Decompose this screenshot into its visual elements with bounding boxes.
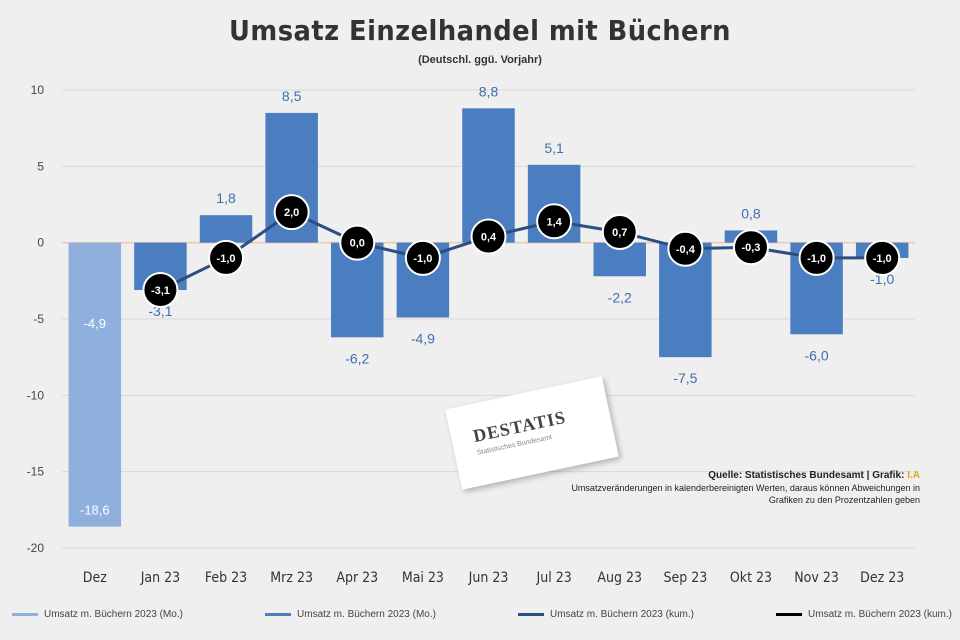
cumulative-point-label: 0,0 [350, 238, 365, 250]
cumulative-point [142, 271, 179, 308]
cumulative-point [864, 239, 901, 276]
chart-title: Umsatz Einzelhandel mit Büchern [229, 14, 731, 47]
bar-value-label: -6,2 [345, 350, 369, 366]
cumulative-point [404, 239, 441, 276]
cumulative-point-label: -0,3 [741, 242, 760, 254]
cumulative-point [601, 213, 638, 250]
cumulative-point-label: 1,4 [546, 216, 562, 228]
bar-value-label: -3,1 [148, 303, 172, 319]
bar [68, 242, 122, 527]
cumulative-point [536, 203, 573, 240]
legend-item: Umsatz m. Büchern 2023 (Mo.) [12, 609, 183, 620]
bar-value-label: 8,8 [479, 83, 499, 99]
chart-plot: 10 5 0 -5 -10 -15 -20 -18,6 -3,1 1,8 8,5 -6,2 -4,9 8,… [27, 83, 915, 586]
cumulative-point [273, 194, 310, 231]
x-tick-label: Okt 23 [730, 570, 772, 586]
cumulative-point [732, 229, 769, 266]
bar-value-label: 5,1 [544, 140, 564, 156]
cumulative-point-label: -1,0 [873, 253, 892, 265]
bar-value-label: 1,8 [216, 190, 236, 206]
bar-value-label: 0,8 [741, 205, 761, 221]
cumulative-point [339, 224, 376, 261]
chart-subtitle: (Deutschl. ggü. Vorjahr) [418, 54, 542, 66]
x-tick-label: Mrz 23 [270, 570, 313, 586]
legend-label: Umsatz m. Büchern 2023 (Mo.) [44, 608, 183, 620]
bar-value-label: -2,2 [608, 289, 632, 305]
bar-value-label: -7,5 [673, 370, 697, 386]
x-tick-label: Jul 23 [536, 570, 572, 586]
cumulative-point [470, 218, 507, 255]
legend-swatch [12, 612, 38, 616]
legend-swatch [518, 612, 545, 616]
x-tick-label: Jan 23 [140, 570, 180, 586]
legend-label: Umsatz m. Büchern 2023 (kum.) [550, 608, 694, 620]
bar-value-label: -6,0 [805, 347, 829, 363]
legend-label: Umsatz m. Büchern 2023 (Mo.) [297, 608, 436, 620]
bar-value-label: 8,5 [282, 88, 302, 104]
x-tick-label: Nov 23 [794, 570, 839, 586]
y-tick-label: 0 [37, 236, 44, 250]
source-accent: I.A [907, 470, 920, 481]
x-tick-label: Apr 23 [336, 570, 378, 586]
legend-swatch [776, 612, 803, 616]
cumulative-point-label: -0,4 [676, 244, 696, 256]
x-tick-label: Feb 23 [205, 570, 247, 586]
cumulative-point [798, 239, 835, 276]
source-text: Quelle: Statistisches Bundesamt | Grafik… [708, 470, 908, 481]
bar-value-label: -18,6 [80, 503, 110, 518]
bar-value-label: -4,9 [84, 316, 106, 331]
y-tick-label: -20 [27, 541, 45, 555]
legend-swatch [265, 612, 292, 616]
cumulative-point [667, 230, 704, 267]
y-tick-label: 10 [31, 83, 45, 97]
cumulative-point-label: -3,1 [151, 285, 170, 297]
y-tick-label: -10 [27, 388, 45, 402]
source-line: Quelle: Statistisches Bundesamt | Grafik… [570, 470, 920, 482]
legend-item: Umsatz m. Büchern 2023 (kum.) [518, 609, 694, 620]
x-tick-label: Jun 23 [468, 570, 509, 586]
cumulative-point-label: 0,4 [481, 232, 497, 244]
y-tick-label: -15 [27, 465, 45, 479]
bar-value-label: -4,9 [411, 330, 435, 346]
bar-value-label: -1,0 [870, 271, 894, 287]
cumulative-point-label: 2,0 [284, 207, 299, 219]
y-tick-label: -5 [33, 312, 44, 326]
chart-legend: Umsatz m. Büchern 2023 (Mo.) Umsatz m. B… [12, 604, 952, 624]
legend-item: Umsatz m. Büchern 2023 (Mo.) [265, 609, 436, 620]
cumulative-point-label: -1,0 [413, 253, 432, 265]
cumulative-point-label: -1,0 [807, 253, 826, 265]
bar [199, 215, 253, 243]
x-tick-label: Mai 23 [402, 570, 444, 586]
source-note: Umsatzveränderungen in kalenderbereinigt… [571, 483, 920, 505]
x-tick-label: Sep 23 [663, 570, 707, 586]
cumulative-point-label: -1,0 [217, 253, 236, 265]
source-box: Quelle: Statistisches Bundesamt | Grafik… [570, 470, 920, 506]
x-tick-label: Aug 23 [597, 570, 642, 586]
x-tick-label: Dez [83, 570, 107, 586]
cumulative-point-label: 0,7 [612, 227, 627, 239]
legend-label: Umsatz m. Büchern 2023 (kum.) [808, 608, 952, 620]
y-tick-label: 5 [37, 159, 44, 173]
cumulative-point [208, 239, 245, 276]
x-tick-label: Dez 23 [860, 570, 904, 586]
legend-item: Umsatz m. Büchern 2023 (kum.) [776, 609, 952, 620]
